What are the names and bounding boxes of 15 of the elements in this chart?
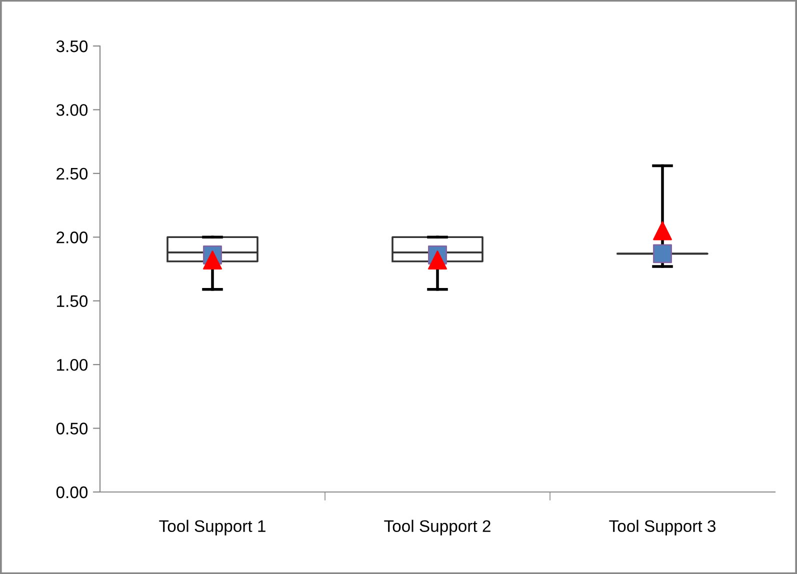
y-tick-label: 3.50 <box>56 40 88 52</box>
x-tick-label: Tool Support 1 <box>159 520 266 536</box>
point <box>428 250 447 270</box>
y-tick-label: 0.50 <box>56 422 88 434</box>
y-tick-label: 2.50 <box>56 168 88 180</box>
x-tick-label: Tool Support 2 <box>384 520 490 536</box>
point <box>653 244 672 264</box>
y-tick-label: 1.00 <box>57 358 88 371</box>
y-tick-label: 0.00 <box>56 486 88 498</box>
y-tick-label: 1.50 <box>57 295 88 308</box>
point <box>653 221 672 240</box>
x-tick-label: Tool Support 3 <box>609 520 716 536</box>
y-tick-label: 2.00 <box>56 232 88 244</box>
point <box>203 250 222 270</box>
y-tick-label: 3.00 <box>56 104 88 116</box>
